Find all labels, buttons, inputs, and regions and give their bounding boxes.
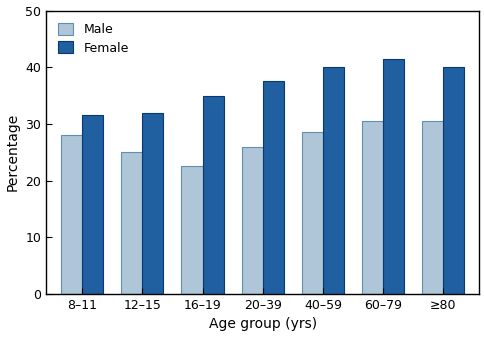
Bar [82, 116, 103, 294]
Bar [361, 121, 382, 294]
Bar [181, 166, 202, 294]
Bar [322, 67, 343, 294]
Bar [262, 82, 283, 294]
Bar [61, 135, 82, 294]
Bar [142, 113, 163, 294]
Bar [202, 96, 223, 294]
Bar [241, 147, 262, 294]
Bar [382, 59, 403, 294]
Bar [301, 132, 322, 294]
Y-axis label: Percentage: Percentage [5, 113, 19, 191]
X-axis label: Age group (yrs): Age group (yrs) [208, 317, 316, 332]
Bar [121, 152, 142, 294]
Bar [422, 121, 442, 294]
Legend: Male, Female: Male, Female [52, 17, 135, 61]
Bar [442, 67, 464, 294]
